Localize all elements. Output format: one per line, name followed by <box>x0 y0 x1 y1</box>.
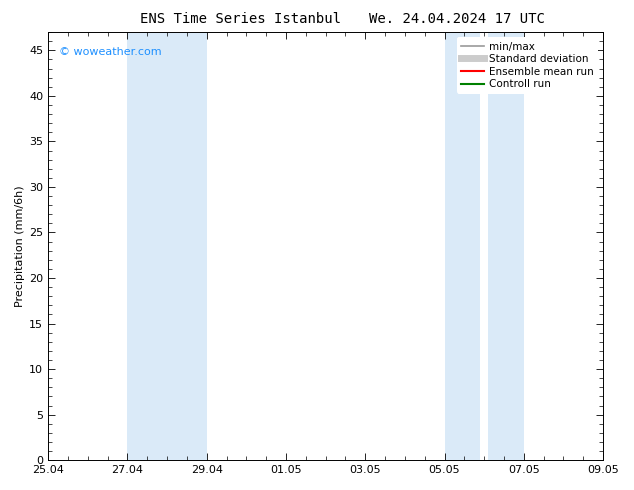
Text: © woweather.com: © woweather.com <box>59 47 162 57</box>
Text: We. 24.04.2024 17 UTC: We. 24.04.2024 17 UTC <box>368 12 545 26</box>
Text: ENS Time Series Istanbul: ENS Time Series Istanbul <box>140 12 342 26</box>
Bar <box>127 32 207 460</box>
Legend: min/max, Standard deviation, Ensemble mean run, Controll run: min/max, Standard deviation, Ensemble me… <box>456 37 598 94</box>
Bar <box>444 32 480 460</box>
Bar <box>488 32 524 460</box>
Y-axis label: Precipitation (mm/6h): Precipitation (mm/6h) <box>15 185 25 307</box>
